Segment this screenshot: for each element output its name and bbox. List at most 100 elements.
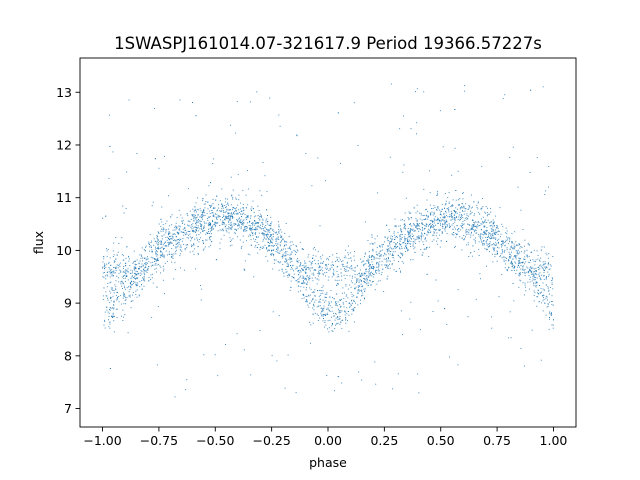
- data-point: [373, 256, 375, 258]
- data-point: [471, 194, 472, 196]
- data-point: [207, 232, 208, 234]
- data-point: [157, 239, 159, 241]
- data-point: [147, 256, 148, 258]
- data-point: [112, 313, 114, 315]
- data-point: [523, 252, 525, 254]
- data-point: [328, 304, 330, 306]
- data-point: [337, 112, 339, 114]
- data-point: [305, 295, 307, 297]
- data-point: [312, 267, 313, 269]
- data-point: [249, 227, 251, 229]
- data-point: [491, 230, 493, 232]
- data-point: [418, 225, 420, 227]
- data-point: [375, 269, 377, 271]
- data-point: [373, 268, 375, 270]
- data-point: [342, 263, 344, 265]
- data-point: [144, 267, 146, 269]
- data-point: [541, 246, 543, 248]
- data-point: [213, 207, 215, 209]
- data-point: [513, 300, 515, 302]
- data-point: [412, 241, 414, 242]
- data-point: [233, 224, 235, 226]
- data-point: [533, 295, 535, 296]
- data-point: [343, 274, 345, 276]
- data-point: [235, 224, 237, 225]
- data-point: [240, 222, 242, 224]
- data-point: [552, 256, 554, 257]
- data-point: [345, 283, 347, 285]
- data-point: [406, 247, 408, 249]
- data-point: [139, 254, 141, 256]
- data-point: [152, 282, 154, 284]
- data-point: [500, 253, 502, 255]
- data-point: [454, 211, 456, 213]
- data-point: [394, 237, 396, 239]
- data-point: [354, 273, 356, 275]
- data-point: [136, 284, 138, 286]
- data-point: [155, 260, 157, 262]
- data-point: [470, 234, 472, 236]
- data-point: [319, 225, 321, 227]
- data-point: [441, 219, 443, 221]
- data-point: [444, 215, 445, 217]
- data-point: [462, 227, 464, 229]
- data-point: [432, 221, 434, 223]
- data-point: [164, 155, 165, 157]
- data-point: [195, 202, 197, 204]
- data-point: [467, 223, 468, 225]
- data-point: [465, 208, 467, 210]
- data-point: [466, 234, 468, 235]
- data-point: [548, 293, 550, 295]
- data-point: [500, 233, 502, 235]
- data-point: [224, 218, 226, 220]
- data-point: [231, 215, 233, 217]
- data-point: [408, 236, 410, 238]
- data-point: [168, 253, 170, 255]
- data-point: [440, 212, 442, 214]
- data-point: [182, 231, 184, 233]
- data-point: [346, 265, 348, 267]
- data-point: [416, 236, 418, 238]
- data-point: [319, 290, 321, 292]
- data-point: [475, 226, 477, 228]
- data-point: [489, 241, 491, 243]
- data-point: [125, 257, 127, 259]
- data-point: [405, 251, 407, 252]
- data-point: [453, 226, 455, 228]
- data-point: [545, 276, 547, 278]
- data-point: [403, 262, 404, 264]
- data-point: [191, 238, 192, 240]
- data-point: [525, 261, 527, 263]
- y-tick-label: 7: [64, 401, 72, 416]
- data-point: [525, 290, 527, 292]
- data-point: [362, 260, 364, 262]
- data-point: [368, 251, 370, 253]
- data-point: [322, 292, 324, 294]
- data-point: [463, 213, 465, 215]
- data-point: [198, 221, 200, 223]
- data-point: [236, 229, 237, 231]
- data-point: [313, 291, 315, 293]
- data-point: [551, 280, 553, 282]
- data-point: [467, 229, 469, 231]
- data-point: [309, 321, 311, 323]
- data-point: [328, 259, 329, 261]
- data-point: [373, 257, 375, 259]
- data-point: [452, 234, 454, 236]
- data-point: [460, 229, 462, 231]
- data-point: [208, 223, 210, 225]
- data-point: [229, 218, 231, 220]
- data-point: [111, 275, 113, 277]
- data-point: [462, 224, 464, 225]
- data-point: [305, 300, 307, 302]
- data-point: [260, 213, 262, 215]
- data-point: [129, 294, 131, 296]
- data-point: [309, 275, 311, 277]
- data-point: [138, 263, 140, 265]
- data-point: [514, 261, 516, 263]
- data-point: [203, 203, 205, 205]
- data-point: [459, 219, 461, 221]
- data-point: [195, 227, 197, 228]
- data-point: [313, 301, 315, 303]
- data-point: [192, 245, 194, 247]
